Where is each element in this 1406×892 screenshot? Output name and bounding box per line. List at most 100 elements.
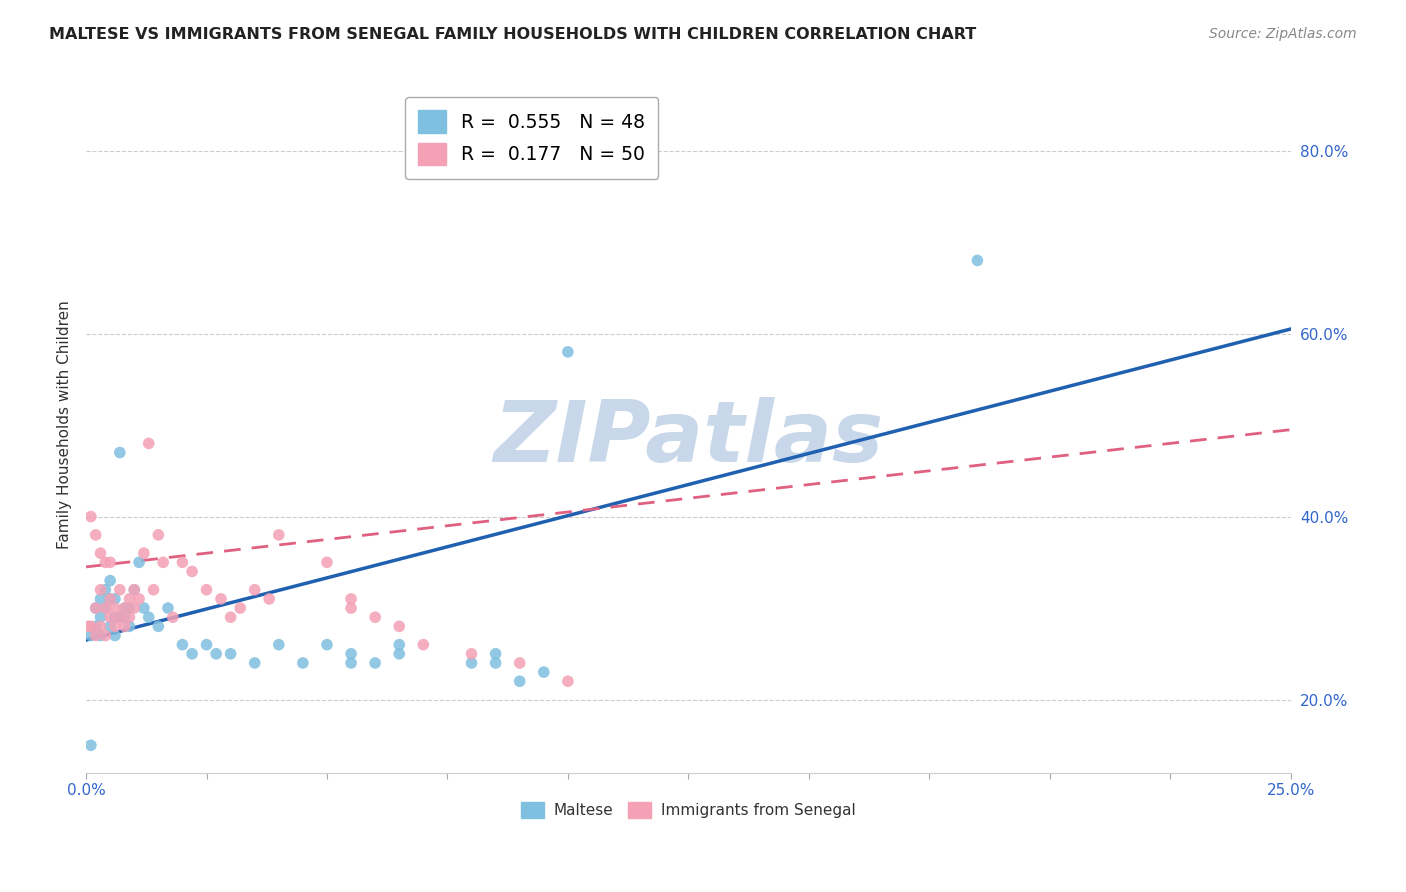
Point (98, 610, 121, 624)
Point (156, 601, 179, 615)
Point (533, 665, 555, 679)
Point (181, 647, 204, 661)
Point (209, 591, 232, 606)
Point (340, 591, 363, 606)
Point (195, 638, 218, 652)
Point (162, 610, 184, 624)
Point (267, 638, 290, 652)
Point (243, 582, 266, 597)
Point (229, 601, 252, 615)
Point (104, 610, 127, 624)
Point (148, 619, 170, 633)
Point (172, 638, 194, 652)
Point (114, 601, 136, 615)
Text: Source: ZipAtlas.com: Source: ZipAtlas.com (1209, 27, 1357, 41)
Point (132, 601, 155, 615)
Point (122, 582, 145, 597)
Point (122, 582, 145, 597)
Point (557, 674, 579, 689)
Point (138, 436, 160, 450)
Point (108, 610, 131, 624)
Point (118, 591, 141, 606)
Text: MALTESE VS IMMIGRANTS FROM SENEGAL FAMILY HOUSEHOLDS WITH CHILDREN CORRELATION C: MALTESE VS IMMIGRANTS FROM SENEGAL FAMIL… (49, 27, 976, 42)
Point (388, 638, 411, 652)
Point (460, 647, 482, 661)
Point (77, 619, 100, 633)
Point (114, 619, 136, 633)
Point (80, 509, 103, 524)
Point (94, 601, 117, 615)
Point (104, 619, 127, 633)
Point (340, 601, 363, 615)
Point (84, 601, 107, 615)
Point (219, 610, 242, 624)
Point (128, 591, 150, 606)
Point (316, 638, 339, 652)
Point (484, 647, 506, 661)
Point (219, 647, 242, 661)
Point (98, 591, 121, 606)
Point (104, 601, 127, 615)
Point (98, 591, 121, 606)
Point (98, 555, 121, 569)
Point (138, 610, 160, 624)
Point (340, 656, 363, 670)
Point (257, 591, 280, 606)
Point (267, 528, 290, 542)
Point (118, 610, 141, 624)
Point (484, 656, 506, 670)
Point (118, 619, 141, 633)
Point (388, 619, 411, 633)
Point (291, 656, 314, 670)
Legend: Maltese, Immigrants from Senegal: Maltese, Immigrants from Senegal (515, 796, 862, 824)
Point (84, 601, 107, 615)
Point (108, 445, 131, 459)
Point (114, 601, 136, 615)
Point (114, 610, 136, 624)
Point (89, 619, 111, 633)
Point (509, 674, 531, 689)
Point (118, 601, 141, 615)
Point (142, 582, 165, 597)
Point (316, 555, 339, 569)
Point (89, 610, 111, 624)
Point (98, 619, 121, 633)
Point (181, 565, 204, 579)
Point (195, 582, 218, 597)
Point (364, 610, 387, 624)
Point (388, 647, 411, 661)
Point (108, 582, 131, 597)
Point (84, 619, 107, 633)
Point (94, 628, 117, 642)
Point (89, 546, 111, 560)
Point (80, 619, 103, 633)
Point (89, 582, 111, 597)
Point (172, 555, 194, 569)
Point (94, 601, 117, 615)
Point (412, 638, 434, 652)
Point (243, 656, 266, 670)
Point (84, 628, 107, 642)
Point (80, 739, 103, 753)
Point (509, 656, 531, 670)
Point (80, 628, 103, 642)
Point (128, 555, 150, 569)
Y-axis label: Family Households with Children: Family Households with Children (58, 301, 72, 549)
Point (152, 555, 174, 569)
Text: ZIPatlas: ZIPatlas (494, 398, 883, 481)
Point (104, 628, 127, 642)
Point (364, 656, 387, 670)
Point (94, 555, 117, 569)
Point (460, 656, 482, 670)
Point (108, 610, 131, 624)
Point (132, 546, 155, 560)
Point (89, 628, 111, 642)
Point (205, 647, 228, 661)
Point (84, 528, 107, 542)
Point (966, 253, 988, 268)
Point (89, 591, 111, 606)
Point (98, 574, 121, 588)
Point (94, 582, 117, 597)
Point (122, 601, 145, 615)
Point (104, 591, 127, 606)
